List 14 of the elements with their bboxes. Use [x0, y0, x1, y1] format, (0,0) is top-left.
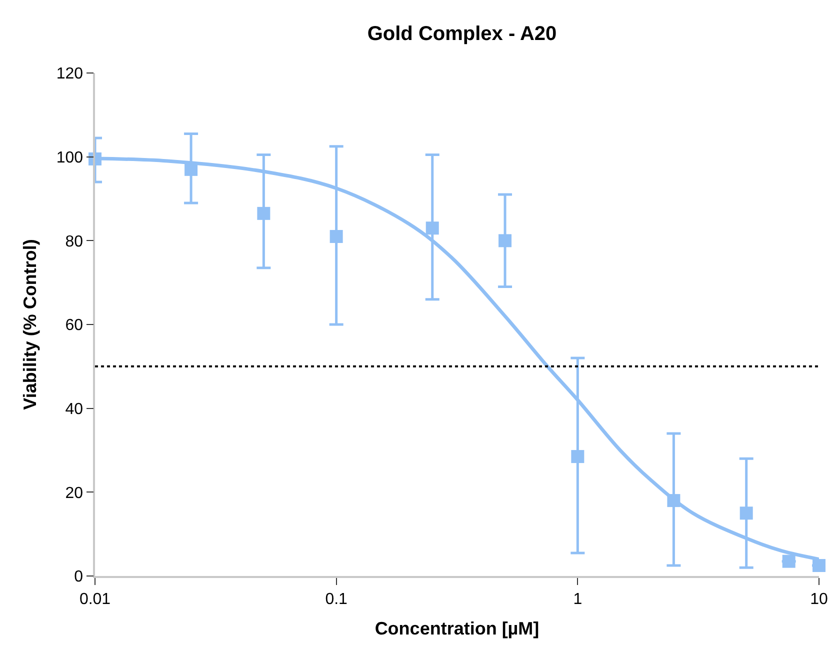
x-tick-label: 1 [573, 590, 582, 608]
x-tick-label: 0.1 [325, 590, 348, 608]
x-tick-label: 10 [810, 590, 828, 608]
y-tick-label: 60 [65, 317, 84, 334]
y-tick-label: 100 [56, 149, 84, 166]
x-axis-title: Concentration [µM] [374, 618, 540, 639]
chart-title: Gold Complex - A20 [367, 22, 557, 45]
y-tick-label: 80 [65, 233, 84, 250]
y-axis-title: Viability (% Control) [20, 239, 40, 410]
x-tick-label: 0.01 [79, 590, 111, 608]
y-tick-label: 40 [65, 400, 84, 418]
y-tick-label: 20 [65, 484, 84, 502]
y-tick-label: 120 [56, 66, 84, 83]
y-tick-label: 0 [74, 568, 84, 586]
